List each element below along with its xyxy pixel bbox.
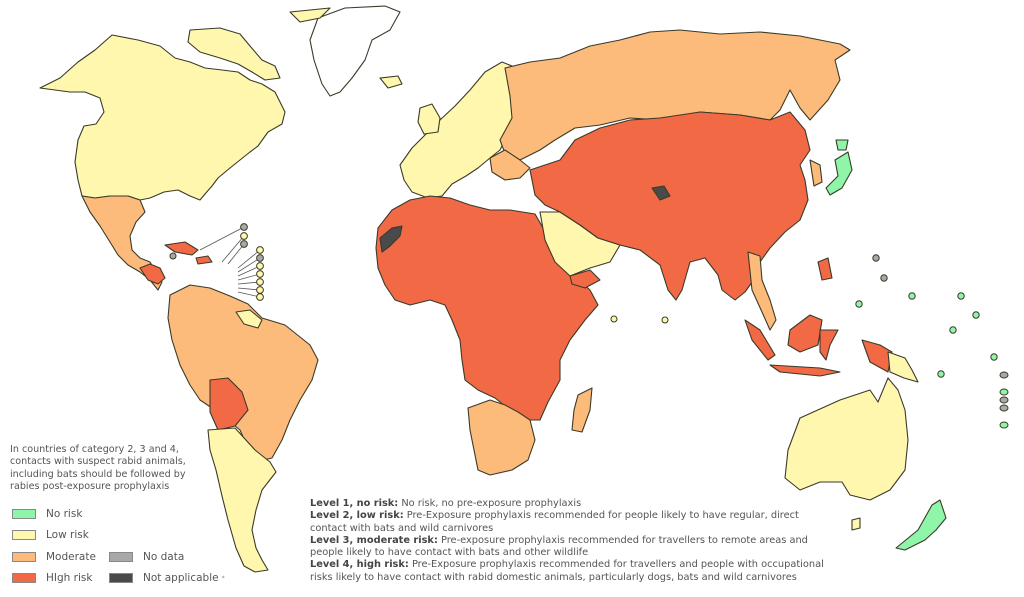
island-dot	[661, 316, 669, 324]
region-philippines	[817, 257, 833, 281]
legend-label: No data	[143, 551, 185, 563]
callout-dot	[240, 232, 248, 240]
level-4: Level 4, high risk: Pre-Exposure prophyl…	[310, 559, 830, 584]
region-south-america-moderate	[167, 284, 319, 463]
legend-item-not-applicable: Not applicable *	[109, 572, 225, 584]
callout-dot	[240, 240, 248, 248]
region-madagascar	[571, 387, 593, 433]
island-dot	[937, 370, 945, 378]
legend: No risk Low risk Moderate HIgh risk No d…	[12, 508, 272, 593]
callout-dot	[256, 262, 264, 270]
region-australia	[784, 377, 909, 501]
region-tasmania	[851, 517, 861, 531]
level-text: No risk, no pre-exposure prophylaxis	[398, 498, 582, 509]
region-sumatra	[744, 319, 776, 361]
region-new-zealand	[895, 499, 947, 551]
region-central-america-high	[139, 263, 166, 285]
callout-dot	[256, 278, 264, 286]
footnote-mark: *	[221, 574, 225, 582]
region-java	[769, 364, 841, 377]
region-kashmir	[651, 185, 671, 201]
island-dot	[880, 274, 888, 282]
region-iceland	[379, 75, 403, 89]
legend-item-no-data: No data	[109, 551, 184, 563]
island-dot	[999, 388, 1009, 396]
region-thailand	[747, 251, 777, 331]
legend-label: HIgh risk	[46, 572, 93, 584]
region-hokkaido	[835, 139, 849, 151]
level-text: Pre-Exposure prophylaxis recommended for…	[310, 559, 824, 583]
legend-item-high-risk: HIgh risk	[12, 572, 92, 584]
region-hispaniola	[195, 255, 213, 265]
level-text: Pre-Exposure prophylaxis recommended for…	[310, 510, 799, 534]
island-dot	[169, 252, 177, 260]
region-arctic-island	[289, 7, 331, 23]
region-southern-cone	[207, 427, 277, 573]
region-north-america	[39, 34, 286, 201]
swatch-no-data	[109, 552, 133, 562]
region-western-europe	[399, 61, 515, 199]
island-dot	[999, 371, 1009, 379]
legend-item-moderate: Moderate	[12, 551, 96, 563]
region-sulawesi	[819, 329, 839, 361]
legend-label: Not applicable	[143, 572, 219, 584]
island-dot	[949, 326, 957, 334]
swatch-not-applicable	[109, 573, 133, 583]
callout-dot	[256, 270, 264, 278]
swatch-low-risk	[12, 530, 36, 540]
level-title: Level 3, moderate risk:	[310, 534, 438, 546]
region-borneo	[787, 314, 823, 353]
legend-item-no-risk: No risk	[12, 508, 82, 520]
island-dot	[872, 254, 880, 262]
callout-dot	[256, 254, 264, 262]
region-bolivia	[209, 377, 249, 431]
region-new-guinea-west	[861, 339, 893, 373]
region-western-sahara	[379, 225, 403, 253]
level-title: Level 1, no risk:	[310, 498, 399, 509]
region-greenland	[309, 5, 401, 97]
island-dot	[990, 353, 998, 361]
region-cuba	[164, 241, 199, 256]
legend-label: Moderate	[46, 551, 96, 563]
region-yemen	[569, 269, 601, 289]
island-dot	[957, 292, 965, 300]
swatch-no-risk	[12, 509, 36, 519]
region-japan	[825, 151, 853, 196]
island-dot	[999, 404, 1009, 412]
level-title: Level 4, high risk:	[310, 559, 409, 571]
legend-item-low-risk: Low risk	[12, 529, 89, 541]
level-1: Level 1, no risk: No risk, no pre-exposu…	[310, 498, 830, 510]
risk-level-descriptions: Level 1, no risk: No risk, no pre-exposu…	[310, 498, 830, 584]
legend-label: No risk	[46, 508, 83, 520]
callout-dot	[256, 286, 264, 294]
region-southern-africa	[467, 399, 536, 476]
callout-dot	[256, 293, 264, 301]
island-dot	[999, 396, 1009, 404]
pep-note: In countries of category 2, 3 and 4, con…	[10, 444, 186, 492]
region-canadian-arctic	[187, 27, 281, 81]
island-dot	[908, 292, 916, 300]
legend-label: Low risk	[46, 529, 89, 541]
region-russia	[499, 29, 851, 161]
island-dot	[999, 421, 1009, 429]
region-uk	[417, 103, 441, 135]
island-dot	[610, 315, 618, 323]
callout-dot	[256, 246, 264, 254]
callout-dot	[240, 223, 248, 231]
level-title: Level 2, low risk:	[310, 510, 404, 522]
region-africa	[375, 195, 599, 421]
island-dot	[972, 311, 980, 319]
region-korea	[809, 159, 823, 187]
level-text: Pre-exposure prophylaxis recommended for…	[310, 534, 808, 559]
level-2: Level 2, low risk: Pre-Exposure prophyla…	[310, 510, 830, 535]
level-3: Level 3, moderate risk: Pre-exposure pro…	[310, 535, 830, 560]
region-papua-new-guinea	[887, 351, 919, 383]
swatch-high-risk	[12, 573, 36, 583]
swatch-moderate	[12, 552, 36, 562]
region-guianas	[235, 309, 263, 329]
region-eastern-europe	[489, 149, 531, 181]
island-dot	[855, 300, 863, 308]
